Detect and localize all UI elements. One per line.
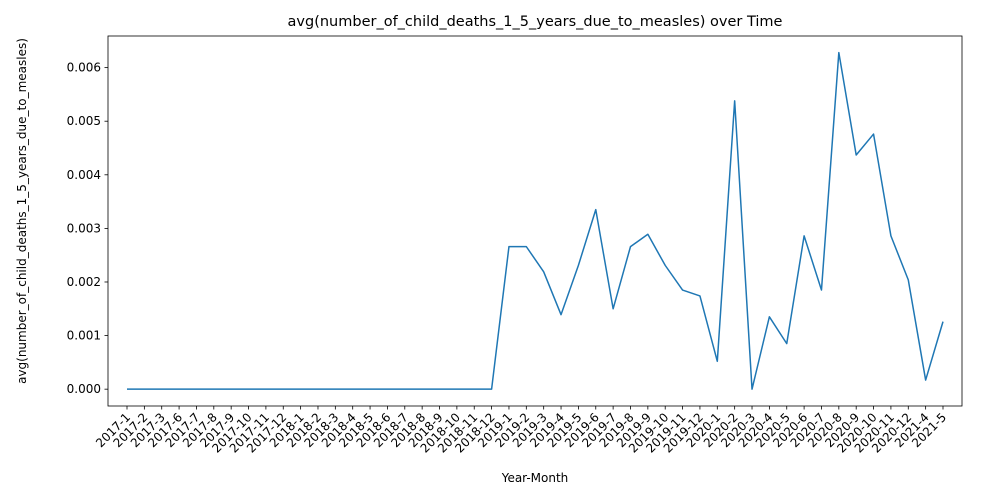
y-tick-label: 0.001 [67,329,101,343]
y-axis-title: avg(number_of_child_deaths_1_5_years_due… [15,38,29,384]
y-tick-label: 0.004 [67,168,101,182]
y-tick-label: 0.003 [67,221,101,235]
chart-title: avg(number_of_child_deaths_1_5_years_due… [288,14,783,30]
x-axis-title: Year-Month [501,471,569,485]
y-tick-label: 0.005 [67,114,101,128]
plot-area: 0.0000.0010.0020.0030.0040.0050.0062017-… [67,35,963,456]
y-tick-label: 0.000 [67,382,101,396]
y-tick-label: 0.002 [67,275,101,289]
y-tick-label: 0.006 [67,61,101,75]
plot-frame [107,35,963,407]
series-line-0 [127,51,944,390]
